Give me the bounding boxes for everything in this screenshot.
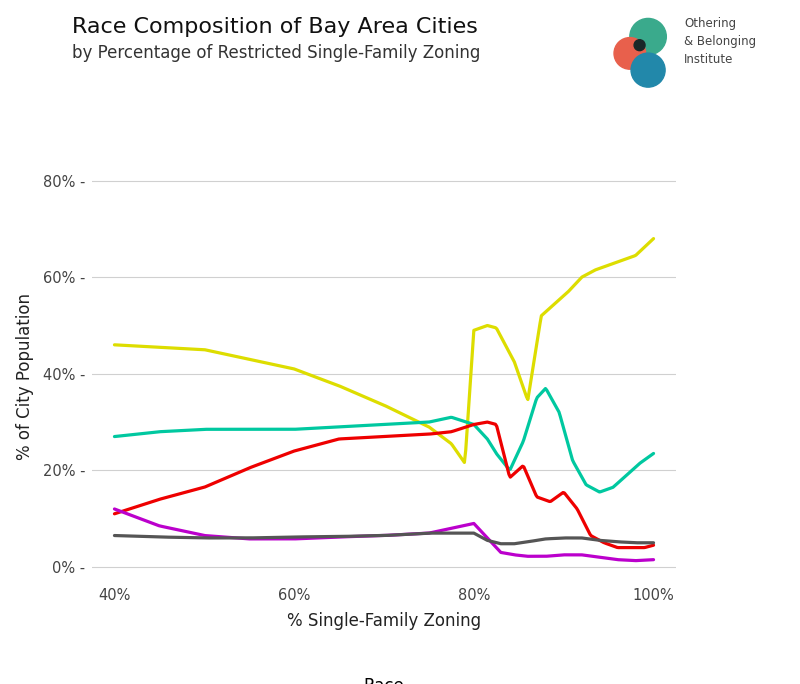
Circle shape — [634, 40, 645, 51]
Y-axis label: % of City Population: % of City Population — [16, 293, 34, 460]
Text: by Percentage of Restricted Single-Family Zoning: by Percentage of Restricted Single-Famil… — [72, 44, 480, 62]
Circle shape — [630, 18, 666, 55]
X-axis label: % Single-Family Zoning: % Single-Family Zoning — [287, 611, 481, 630]
Circle shape — [614, 38, 646, 69]
Text: Race Composition of Bay Area Cities: Race Composition of Bay Area Cities — [72, 17, 478, 37]
Text: Othering
& Belonging
Institute: Othering & Belonging Institute — [684, 17, 756, 66]
Circle shape — [631, 53, 665, 87]
Legend: Asian, Black, Hispanic, Other, White: Asian, Black, Hispanic, Other, White — [151, 671, 617, 684]
